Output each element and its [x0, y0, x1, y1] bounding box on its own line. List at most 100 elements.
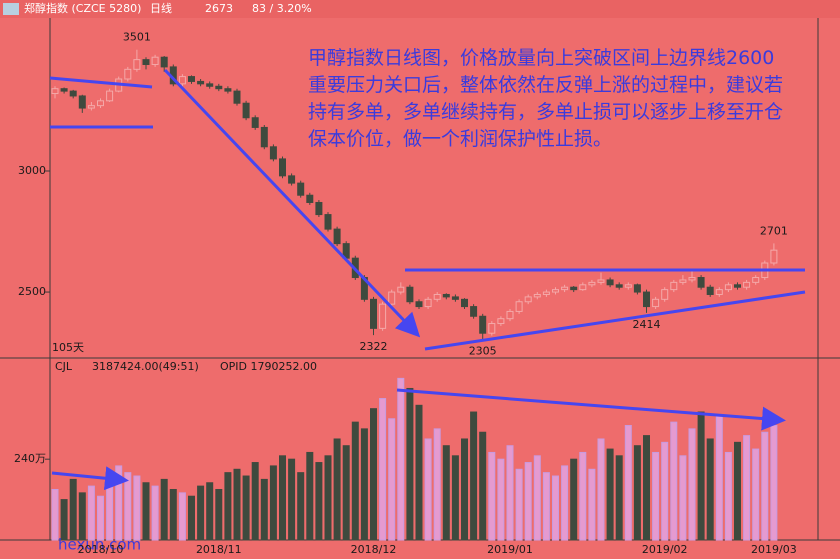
candle-body	[424, 298, 432, 308]
candle-body	[542, 291, 550, 295]
volume-bar	[688, 428, 696, 541]
candle-body	[397, 286, 405, 293]
header-bar	[0, 0, 840, 18]
note-line: 重要压力关口后，整体依然在反弹上涨的过程中，建议若	[308, 74, 783, 96]
volume-bar	[87, 485, 95, 541]
candle-body	[488, 323, 496, 334]
y-tick-label: 3000	[18, 164, 46, 177]
candle-body	[133, 59, 141, 70]
volume-bar	[624, 425, 632, 541]
volume-bar	[178, 492, 186, 541]
candle-body	[743, 281, 751, 288]
candle-body	[579, 284, 587, 291]
x-tick-label: 2019/03	[751, 543, 797, 556]
volume-bar	[188, 495, 195, 541]
volume-bar	[743, 435, 751, 541]
trend-line	[424, 290, 806, 351]
volume-bar	[497, 458, 505, 541]
volume-bar	[470, 411, 478, 541]
candle-body	[643, 291, 650, 308]
candle-body	[497, 318, 505, 325]
candle-body	[734, 284, 741, 288]
candle-body	[97, 100, 104, 107]
note-line: 保本价位，做一个利润保护性止损。	[308, 128, 612, 150]
volume-bar	[279, 455, 286, 541]
volume-bar	[752, 448, 760, 541]
candle-body	[260, 126, 268, 148]
candle-body	[479, 315, 487, 334]
volume-bar	[570, 458, 578, 541]
candle-body	[87, 105, 95, 109]
volume-bar	[124, 472, 132, 541]
candle-body	[724, 284, 732, 291]
candle-body	[652, 298, 660, 308]
candle-body	[379, 303, 387, 329]
volume-bar	[542, 472, 550, 541]
note-line: 甲醇指数日线图，价格放量向上突破区间上边界线2600	[308, 47, 774, 69]
candle-body	[697, 277, 705, 288]
volume-bar	[506, 445, 514, 541]
volume-bar	[324, 455, 332, 541]
candle-body	[306, 194, 314, 203]
candle-body	[451, 296, 459, 300]
volume-bar	[588, 468, 596, 541]
candle-body	[715, 289, 723, 295]
candle-body	[461, 298, 468, 308]
volume-bar	[206, 482, 214, 541]
volume-bar	[697, 411, 705, 541]
note-line: 持有多单，多单继续持有，多单止损可以逐步上移至开仓	[308, 101, 783, 123]
price-annotation: 3501	[123, 31, 151, 44]
icon[interactable]	[3, 3, 19, 15]
candle-body	[197, 80, 205, 85]
price-annotation: 2414	[633, 318, 661, 331]
candle-body	[515, 301, 523, 312]
span-label: 105天	[52, 341, 84, 354]
opid: OPID 1790252.00	[220, 360, 317, 373]
volume-bar	[524, 462, 532, 541]
volume-bar	[78, 492, 86, 541]
candle-body	[570, 286, 578, 291]
candle-body	[752, 277, 760, 283]
volume-bar	[315, 462, 323, 541]
candle-body	[69, 90, 77, 97]
volume-bar	[633, 445, 641, 541]
trend-line	[51, 466, 129, 491]
candle-body	[215, 85, 223, 90]
volume-bar	[169, 488, 177, 541]
candle-body	[206, 83, 214, 87]
volume-bar	[133, 475, 141, 541]
volume-bar	[761, 431, 769, 541]
volume-bar	[215, 488, 223, 541]
volume-bar	[297, 472, 305, 541]
volume-bar	[661, 441, 669, 541]
volume-bar	[670, 421, 678, 541]
candle-body	[615, 284, 623, 288]
volume-value: 3187424.00(49:51)	[92, 360, 199, 373]
volume-bar	[224, 472, 232, 541]
candle-body	[661, 289, 669, 300]
candle-body	[124, 68, 132, 80]
trend-lines	[49, 68, 806, 491]
volume-bar	[115, 465, 123, 541]
trend-line	[49, 76, 153, 89]
volume-bar	[734, 441, 741, 541]
volume-bar	[406, 387, 414, 541]
candle-body	[370, 298, 377, 329]
trend-line	[163, 68, 421, 338]
y-tick-label: 240万	[14, 452, 46, 465]
candle-body	[242, 102, 250, 119]
candle-body	[433, 293, 441, 300]
volume-bar	[442, 445, 450, 541]
volume-bar	[561, 465, 569, 541]
volume-bar	[652, 451, 660, 541]
volume-bar	[106, 482, 114, 541]
candle-body	[106, 90, 114, 102]
volume-bar	[288, 458, 296, 541]
period[interactable]: 日线	[150, 1, 172, 15]
volume-name: CJL	[55, 360, 73, 373]
candle-body	[51, 88, 59, 95]
candle-body	[233, 90, 241, 104]
volume-bar	[333, 438, 341, 541]
volume-bar	[533, 455, 541, 541]
candle-body	[78, 95, 86, 109]
